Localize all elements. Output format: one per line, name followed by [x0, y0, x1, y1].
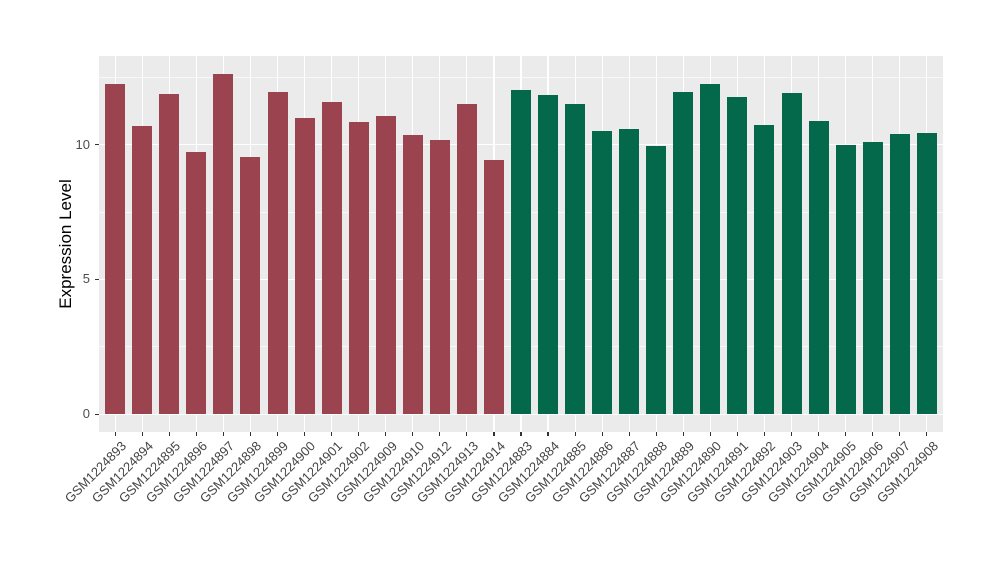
bar-GSM1224913 [456, 104, 477, 415]
bar-GSM1224898 [240, 157, 261, 415]
bar-GSM1224904 [808, 120, 829, 415]
bar-GSM1224885 [565, 103, 586, 415]
x-axis-tick [547, 432, 549, 436]
x-axis-tick [276, 432, 279, 436]
x-axis-tick [628, 432, 630, 436]
y-axis-tick-label: 0 [82, 406, 90, 422]
x-axis-tick [872, 432, 874, 436]
x-axis-tick [655, 432, 657, 436]
x-axis-tick [303, 432, 306, 436]
bar-GSM1224888 [646, 146, 667, 415]
y-axis-title: Expression Level [56, 179, 75, 309]
x-axis-tick [845, 432, 847, 436]
bar-GSM1224897 [213, 73, 234, 415]
x-axis-tick [331, 432, 333, 436]
x-axis-tick [736, 432, 738, 436]
x-axis-tick [249, 432, 252, 436]
bar-GSM1224884 [538, 94, 559, 415]
bar-GSM1224902 [348, 121, 369, 415]
x-axis-tick [682, 432, 684, 436]
bar-GSM1224892 [754, 124, 775, 415]
bar-GSM1224887 [619, 129, 640, 415]
y-axis-tick-label: 10 [75, 136, 90, 152]
bar-GSM1224908 [916, 133, 937, 415]
bar-GSM1224896 [186, 151, 207, 415]
x-axis-tick [141, 432, 143, 436]
x-axis-tick [439, 432, 441, 436]
x-axis-tick [493, 432, 495, 436]
bar-GSM1224910 [402, 135, 423, 415]
x-axis-tick [358, 432, 360, 436]
x-axis-tick [520, 432, 522, 436]
bar-GSM1224905 [835, 145, 856, 415]
bar-GSM1224883 [510, 90, 531, 415]
bar-GSM1224893 [105, 83, 126, 415]
x-axis-tick [114, 432, 116, 436]
bar-GSM1224914 [483, 159, 504, 415]
bar-GSM1224900 [294, 117, 315, 415]
x-axis-tick [195, 432, 197, 436]
x-axis-tick [763, 432, 766, 436]
bar-GSM1224903 [781, 93, 802, 415]
bar-GSM1224890 [700, 83, 721, 415]
x-axis-tick [574, 432, 576, 436]
x-axis-tick [926, 432, 928, 436]
bar-GSM1224901 [321, 102, 342, 415]
x-axis-tick [709, 432, 711, 436]
bar-GSM1224907 [889, 134, 910, 415]
bar-GSM1224906 [862, 141, 883, 415]
bar-GSM1224891 [727, 97, 748, 415]
bar-GSM1224886 [592, 130, 613, 415]
bar-GSM1224889 [673, 91, 694, 415]
y-axis-tick [95, 143, 99, 146]
x-axis-tick [466, 432, 468, 436]
x-axis-tick [899, 432, 901, 436]
x-axis-tick [412, 432, 414, 436]
x-axis-tick [222, 432, 225, 436]
bar-GSM1224909 [375, 116, 396, 415]
y-axis-tick [95, 278, 99, 281]
y-axis-tick [95, 413, 99, 416]
x-axis-tick [817, 432, 820, 436]
bar-GSM1224895 [159, 93, 180, 415]
x-axis-tick [601, 432, 603, 436]
y-axis-tick-label: 5 [82, 271, 90, 287]
bar-GSM1224894 [132, 126, 153, 415]
x-axis-tick [168, 432, 170, 436]
bar-GSM1224899 [267, 92, 288, 415]
plot-panel [99, 56, 943, 432]
bar-GSM1224912 [429, 140, 450, 415]
x-axis-tick [385, 432, 387, 436]
x-axis-tick [790, 432, 793, 436]
